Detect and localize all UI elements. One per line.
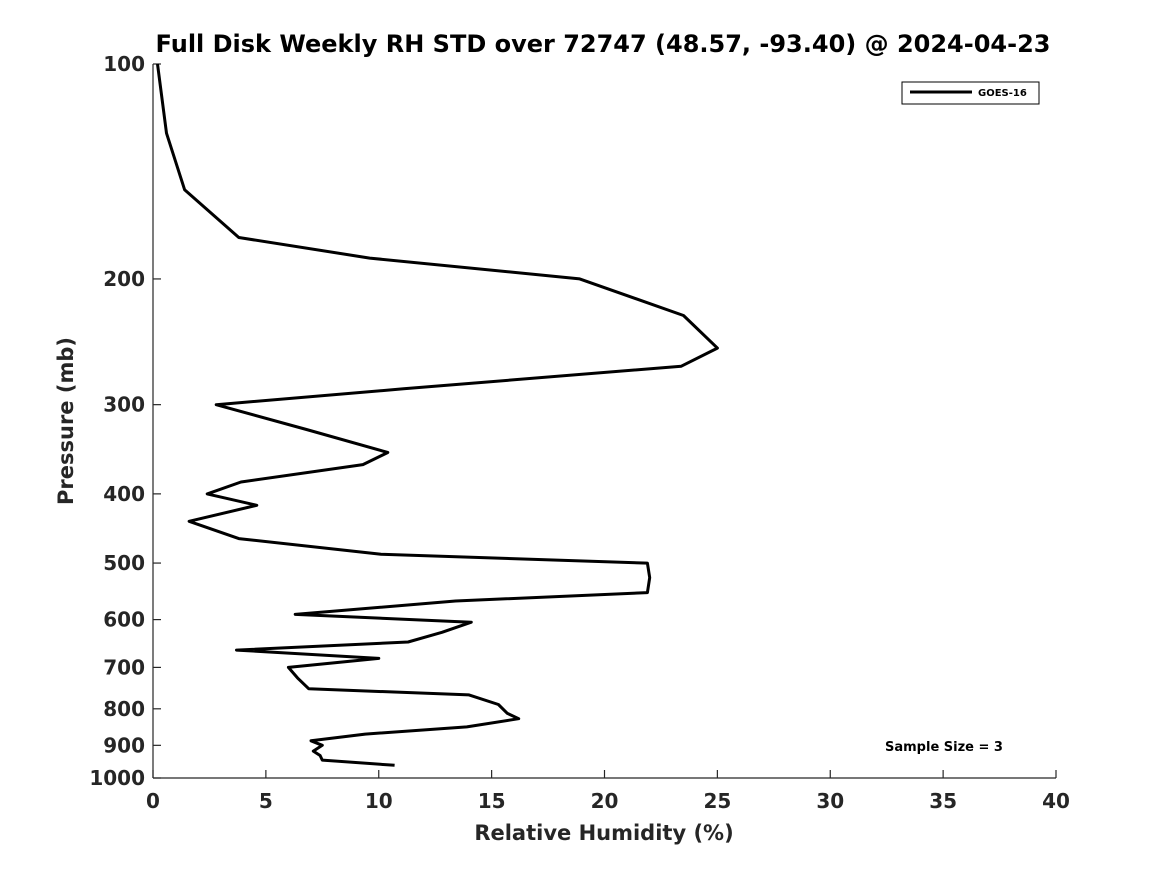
y-tick-label: 600 xyxy=(103,608,145,632)
series-line-0 xyxy=(156,63,719,767)
y-tick-label: 700 xyxy=(103,655,145,679)
x-tick-label: 5 xyxy=(259,789,273,813)
x-tick-label: 30 xyxy=(816,789,844,813)
y-ticks: 100 200 300 400 500 600 700 800 900 1000 xyxy=(89,52,161,790)
y-tick-label: 900 xyxy=(103,733,145,757)
x-tick-label: 10 xyxy=(365,789,393,813)
legend-label: GOES-16 xyxy=(978,88,1027,99)
axes xyxy=(152,64,1056,779)
x-tick-label: 40 xyxy=(1042,789,1070,813)
x-tick-label: 35 xyxy=(929,789,957,813)
y-tick-label: 1000 xyxy=(89,766,145,790)
chart-title: Full Disk Weekly RH STD over 72747 (48.5… xyxy=(156,30,1051,58)
x-tick-label: 15 xyxy=(478,789,506,813)
x-tick-label: 0 xyxy=(146,789,160,813)
x-tick-label: 20 xyxy=(591,789,619,813)
y-axis-title: Pressure (mb) xyxy=(54,337,78,505)
x-tick-label: 25 xyxy=(703,789,731,813)
x-axis-title: Relative Humidity (%) xyxy=(474,821,733,845)
y-tick-label: 200 xyxy=(103,267,145,291)
y-tick-label: 300 xyxy=(103,393,145,417)
x-ticks: 0 5 10 15 20 25 30 35 40 xyxy=(146,770,1070,813)
y-tick-label: 400 xyxy=(103,482,145,506)
y-tick-label: 100 xyxy=(103,52,145,76)
series-layer xyxy=(156,63,719,767)
y-tick-label: 500 xyxy=(103,551,145,575)
y-tick-label: 800 xyxy=(103,697,145,721)
legend: GOES-16 xyxy=(901,81,1040,105)
sample-size-annotation: Sample Size = 3 xyxy=(885,740,1003,755)
